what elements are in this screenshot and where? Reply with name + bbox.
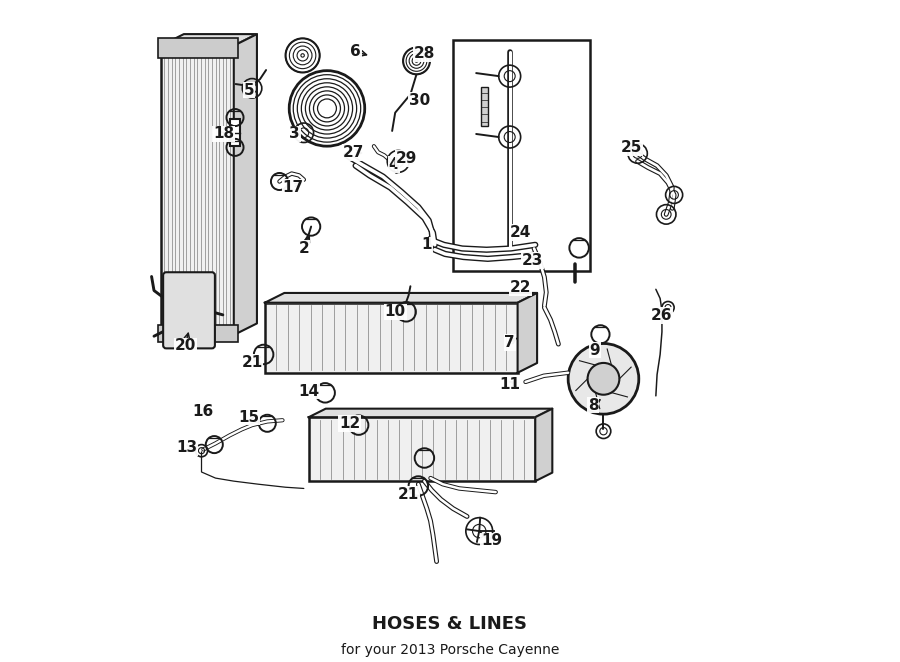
Circle shape xyxy=(403,48,430,74)
Polygon shape xyxy=(309,408,553,417)
Text: 27: 27 xyxy=(343,145,364,160)
Text: HOSES & LINES: HOSES & LINES xyxy=(373,615,527,633)
Text: 17: 17 xyxy=(283,180,303,195)
Text: 14: 14 xyxy=(298,383,320,399)
FancyBboxPatch shape xyxy=(163,272,215,348)
Circle shape xyxy=(285,38,320,72)
Circle shape xyxy=(568,344,639,414)
Text: 13: 13 xyxy=(176,440,197,455)
Bar xyxy=(265,303,518,373)
Circle shape xyxy=(289,71,365,146)
Bar xyxy=(161,46,234,335)
Text: 26: 26 xyxy=(652,308,672,323)
Text: 24: 24 xyxy=(509,225,531,240)
Polygon shape xyxy=(161,34,256,46)
Text: 7: 7 xyxy=(504,335,515,350)
Bar xyxy=(230,118,240,146)
Text: for your 2013 Porsche Cayenne: for your 2013 Porsche Cayenne xyxy=(341,643,559,657)
Text: 28: 28 xyxy=(414,46,435,61)
Text: 22: 22 xyxy=(509,280,531,295)
Text: 6: 6 xyxy=(350,44,361,60)
Bar xyxy=(482,87,489,126)
Polygon shape xyxy=(234,34,256,335)
Text: 19: 19 xyxy=(481,534,502,548)
Polygon shape xyxy=(265,293,537,303)
Text: 2: 2 xyxy=(299,241,310,256)
Text: 9: 9 xyxy=(590,343,600,357)
Text: 30: 30 xyxy=(409,93,430,108)
Text: 3: 3 xyxy=(290,126,300,142)
Bar xyxy=(453,40,590,271)
Bar xyxy=(158,38,239,58)
Text: 5: 5 xyxy=(244,83,255,97)
Text: 25: 25 xyxy=(621,140,643,155)
Text: 23: 23 xyxy=(521,253,543,268)
Polygon shape xyxy=(518,293,537,373)
Text: 11: 11 xyxy=(500,377,520,393)
Bar xyxy=(158,325,239,342)
Text: 10: 10 xyxy=(384,305,406,319)
Text: 29: 29 xyxy=(395,151,417,166)
Text: 16: 16 xyxy=(193,404,214,418)
Polygon shape xyxy=(536,408,553,481)
Text: 18: 18 xyxy=(213,126,234,142)
Bar xyxy=(309,417,536,481)
Text: 21: 21 xyxy=(241,355,263,370)
Text: 12: 12 xyxy=(339,416,360,431)
Circle shape xyxy=(588,363,619,395)
Text: 8: 8 xyxy=(588,397,598,412)
Text: 15: 15 xyxy=(238,410,259,425)
Text: 4: 4 xyxy=(389,157,400,172)
Text: 20: 20 xyxy=(175,338,196,354)
Text: 1: 1 xyxy=(421,238,432,252)
Text: 21: 21 xyxy=(398,487,419,502)
